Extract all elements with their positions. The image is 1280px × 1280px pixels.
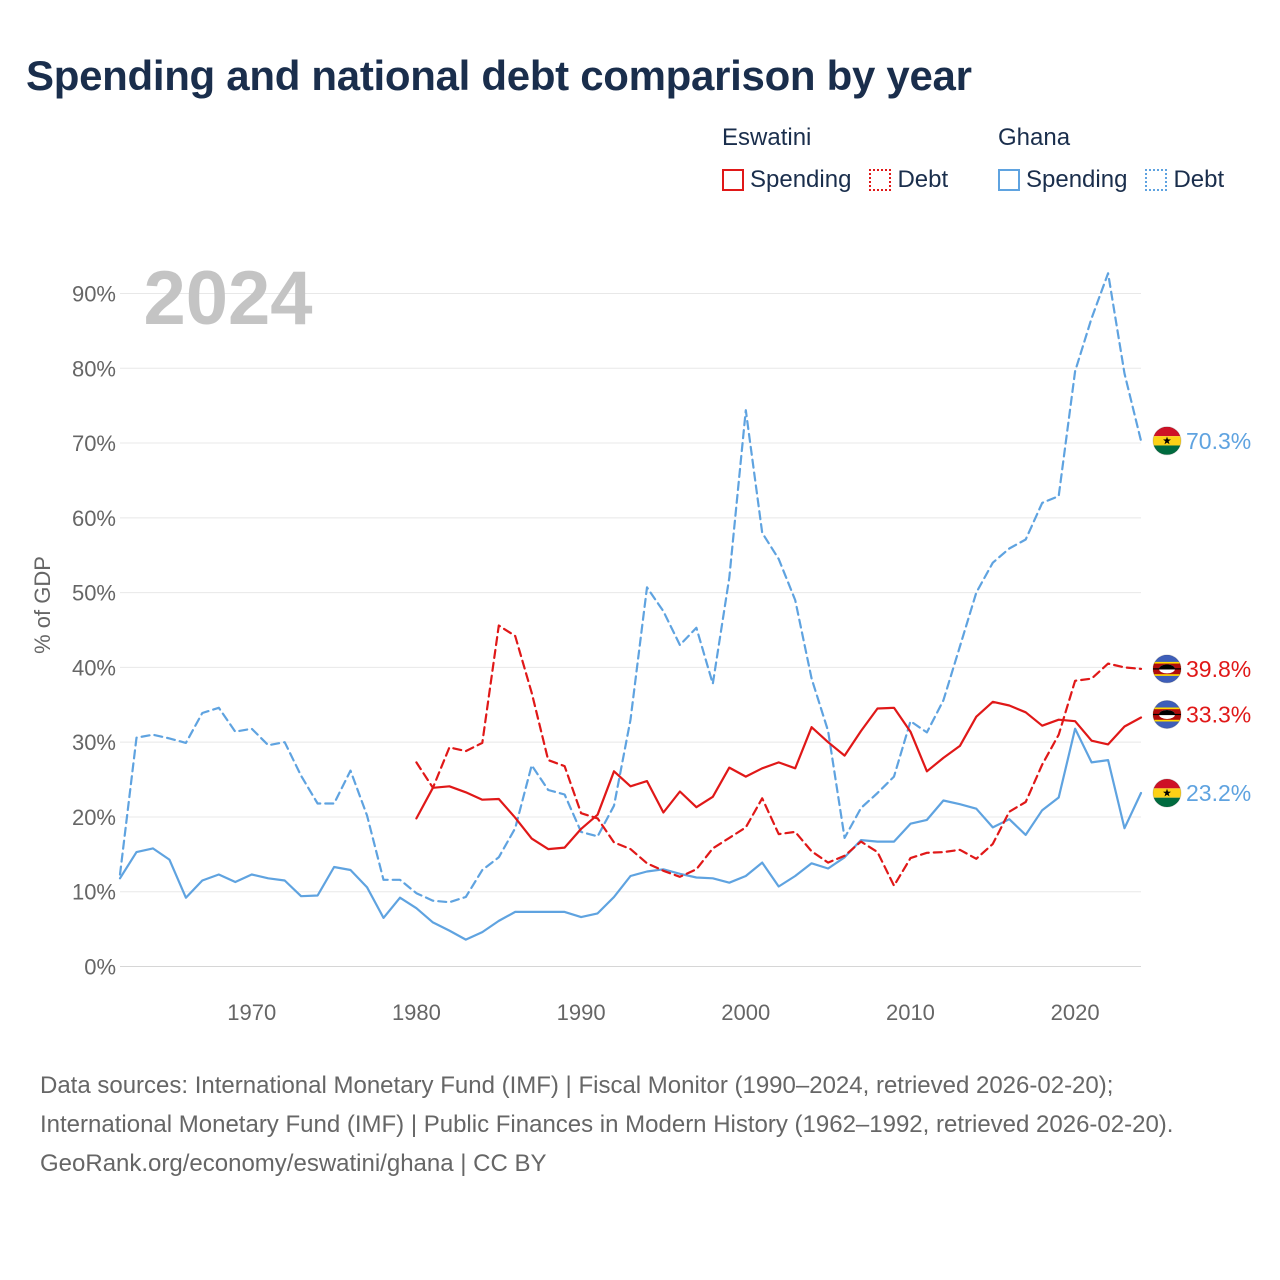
- flag-outline: [1152, 699, 1182, 729]
- y-tick-label: 50%: [72, 581, 116, 606]
- flag-stripe: [1153, 779, 1181, 789]
- x-tick-label: 1970: [227, 1000, 276, 1025]
- legend-label-eswatini-spending: Spending: [750, 166, 852, 193]
- y-tick-label: 10%: [72, 880, 116, 905]
- flag-eswatini-icon: [1152, 654, 1182, 684]
- y-axis-label: % of GDP: [30, 556, 55, 654]
- y-tick-label: 80%: [72, 356, 116, 381]
- flag-body: [1153, 700, 1181, 729]
- legend-label-eswatini-debt: Debt: [897, 166, 949, 193]
- legend-group-eswatini: Eswatini Spending Debt: [722, 124, 966, 194]
- flag-spear: [1153, 668, 1181, 670]
- y-tick-label: 30%: [72, 730, 116, 755]
- y-tick-label: 40%: [72, 655, 116, 680]
- legend-item-ghana-spending[interactable]: Spending: [998, 166, 1127, 194]
- series-line-ghana-debt: [118, 272, 1143, 904]
- x-tick-label: 1980: [392, 1000, 441, 1025]
- footer: Data sources: International Monetary Fun…: [40, 1066, 1240, 1183]
- flag-stripe: [1153, 797, 1181, 808]
- y-tick-label: 0%: [84, 955, 116, 980]
- legend-label-ghana-debt: Debt: [1173, 166, 1225, 193]
- chart-title: Spending and national debt comparison by…: [26, 52, 972, 99]
- flag-ghana-icon: [1152, 426, 1182, 456]
- flag-body: [1153, 654, 1181, 683]
- legend-label-ghana-spending: Spending: [1026, 166, 1128, 193]
- flag-stripe: [1153, 445, 1181, 455]
- flag-body: [1153, 426, 1181, 455]
- legend-item-ghana-debt[interactable]: Debt: [1145, 166, 1224, 194]
- flag-outline: [1152, 426, 1182, 456]
- line-chart: 0% 10% 20% 30% 40% 50% 60% 70% 80% 90% 1970 1980 199…: [30, 256, 1251, 1025]
- flag-stripe: [1153, 426, 1181, 437]
- x-tick-label: 1990: [557, 1000, 606, 1025]
- legend-group-ghana: Ghana Spending Debt: [998, 124, 1242, 194]
- flag-ghana-icon: [1152, 778, 1182, 808]
- y-tick-label: 60%: [72, 506, 116, 531]
- flag-shield-dark: [1159, 664, 1175, 669]
- flag-star: [1163, 436, 1171, 445]
- flag-star: [1163, 788, 1171, 797]
- end-value-label: 39.8%: [1186, 656, 1251, 682]
- data-sources: Data sources: International Monetary Fun…: [40, 1072, 1174, 1138]
- flag-shield-dark: [1159, 709, 1175, 715]
- legend-item-eswatini-spending[interactable]: Spending: [722, 166, 851, 194]
- year-label: 2024: [143, 256, 312, 341]
- x-tick-label: 2010: [886, 1000, 935, 1025]
- flag-outline: [1152, 654, 1182, 684]
- series-line-ghana-spending: [118, 727, 1143, 941]
- flag-spear: [1153, 713, 1181, 716]
- legend-swatch-ghana-debt: [1145, 169, 1168, 191]
- legend-item-eswatini-debt[interactable]: Debt: [869, 166, 948, 194]
- legend-swatch-ghana-spending: [998, 169, 1020, 191]
- end-value-label: 23.2%: [1186, 780, 1251, 806]
- legend-country-eswatini: Eswatini: [722, 124, 812, 151]
- credit-line[interactable]: GeoRank.org/economy/eswatini/ghana | CC …: [40, 1150, 547, 1177]
- x-tick-label: 2020: [1051, 1000, 1100, 1025]
- end-value-label: 70.3%: [1186, 428, 1251, 454]
- legend-country-ghana: Ghana: [998, 124, 1071, 151]
- y-tick-label: 70%: [72, 431, 116, 456]
- legend-swatch-eswatini-spending: [722, 169, 744, 191]
- y-tick-label: 90%: [72, 282, 116, 307]
- flag-eswatini-icon: [1152, 699, 1182, 729]
- x-tick-label: 2000: [721, 1000, 770, 1025]
- legend-swatch-eswatini-debt: [869, 169, 892, 191]
- flag-body: [1153, 779, 1181, 808]
- end-value-label: 33.3%: [1186, 701, 1251, 727]
- series-line-eswatini-spending: [415, 700, 1143, 851]
- y-tick-label: 20%: [72, 805, 116, 830]
- flag-outline: [1152, 778, 1182, 808]
- series-line-eswatini-debt: [415, 624, 1143, 887]
